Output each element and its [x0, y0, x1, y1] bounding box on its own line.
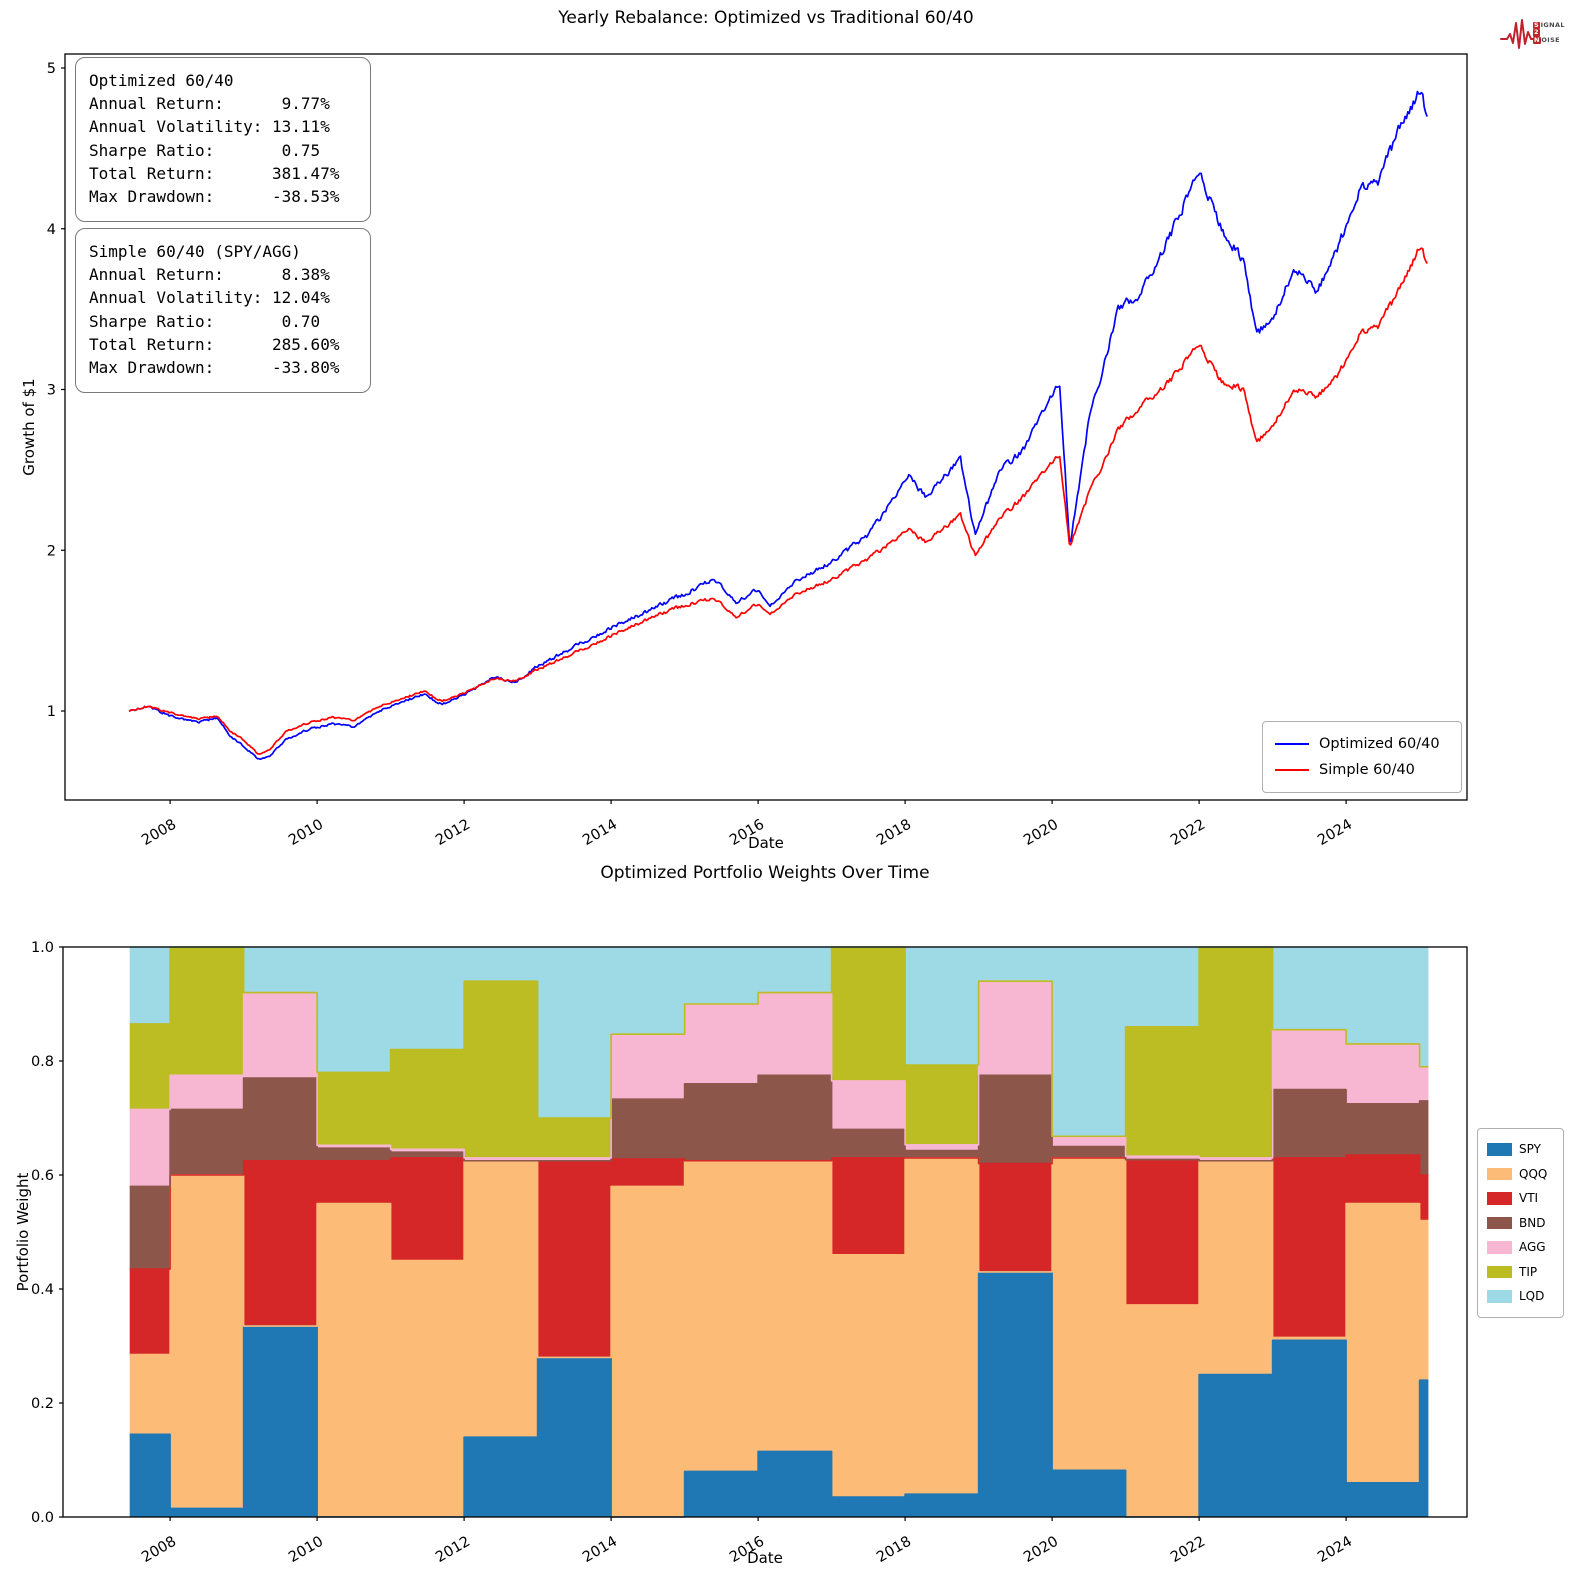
legend-item: TIP	[1487, 1260, 1554, 1285]
simple-stats-box: Simple 60/40 (SPY/AGG) Annual Return: 8.3…	[75, 228, 371, 393]
logo-letter-2: 2	[1533, 28, 1540, 37]
legend-color-patch	[1487, 1192, 1512, 1205]
top-chart-ylabel: Growth of $1	[20, 378, 38, 476]
legend-label: QQQ	[1519, 1166, 1548, 1181]
stats-line: Max Drawdown: -33.80%	[89, 358, 340, 378]
stats-line: Annual Volatility: 13.11%	[89, 117, 330, 137]
svg-text:0.6: 0.6	[31, 1168, 54, 1184]
stats-line: Simple 60/40 (SPY/AGG)	[89, 242, 301, 261]
stats-line: Total Return: 285.60%	[89, 334, 340, 354]
legend-item: SPY	[1487, 1137, 1554, 1162]
stats-line: Total Return: 381.47%	[89, 163, 340, 183]
svg-text:0.2: 0.2	[31, 1396, 54, 1412]
optimized-stats-box: Optimized 60/40 Annual Return: 9.77% Annua…	[75, 57, 371, 222]
svg-text:0.4: 0.4	[31, 1282, 54, 1298]
legend-color-patch	[1487, 1216, 1512, 1229]
legend-label: Simple 60/40	[1319, 762, 1415, 778]
legend-line-sample	[1275, 743, 1309, 745]
legend-item: AGG	[1487, 1235, 1554, 1260]
legend-label: Optimized 60/40	[1319, 736, 1440, 752]
top-chart-legend: Optimized 60/40 Simple 60/40	[1262, 721, 1462, 793]
stats-line: Optimized 60/40	[89, 71, 234, 90]
legend-item: BND	[1487, 1211, 1554, 1236]
svg-text:0.0: 0.0	[31, 1510, 54, 1526]
svg-text:1: 1	[47, 704, 56, 720]
legend-label: VTI	[1519, 1191, 1539, 1206]
logo-text: S IGNAL 2 N OISE	[1533, 20, 1565, 44]
logo-letter-n: N	[1533, 35, 1541, 44]
stats-line: Sharpe Ratio: 0.70	[89, 311, 321, 331]
legend-label: BND	[1519, 1215, 1546, 1230]
top-chart-xlabel: Date	[748, 834, 784, 852]
legend-color-patch	[1487, 1143, 1512, 1156]
stats-line: Max Drawdown: -38.53%	[89, 187, 340, 207]
legend-color-patch	[1487, 1290, 1512, 1303]
legend-item: Simple 60/40	[1275, 757, 1449, 783]
legend-item: QQQ	[1487, 1162, 1554, 1187]
legend-color-patch	[1487, 1241, 1512, 1254]
top-chart-title: Yearly Rebalance: Optimized vs Tradition…	[558, 8, 974, 28]
legend-color-patch	[1487, 1265, 1512, 1278]
legend-item: Optimized 60/40	[1275, 731, 1449, 757]
stats-line: Sharpe Ratio: 0.75	[89, 140, 321, 160]
legend-line-sample	[1275, 769, 1309, 771]
svg-text:0.8: 0.8	[31, 1054, 54, 1070]
stats-line: Annual Return: 8.38%	[89, 265, 330, 285]
bottom-chart-title: Optimized Portfolio Weights Over Time	[600, 863, 930, 883]
legend-label: TIP	[1519, 1264, 1538, 1279]
legend-item: VTI	[1487, 1186, 1554, 1211]
bottom-chart-xlabel: Date	[747, 1549, 783, 1567]
stats-line: Annual Volatility: 12.04%	[89, 288, 330, 308]
legend-label: SPY	[1519, 1142, 1541, 1157]
legend-color-patch	[1487, 1167, 1512, 1180]
svg-text:5: 5	[47, 61, 56, 77]
stats-line: Annual Return: 9.77%	[89, 94, 330, 114]
svg-text:4: 4	[47, 222, 56, 238]
logo-letter-s: S	[1533, 20, 1541, 29]
legend-item: LQD	[1487, 1284, 1554, 1309]
signal2noise-logo: S IGNAL 2 N OISE	[1500, 5, 1570, 53]
legend-label: LQD	[1519, 1289, 1545, 1304]
legend-label: AGG	[1519, 1240, 1546, 1255]
svg-text:3: 3	[47, 383, 56, 399]
bottom-chart-legend: SPY QQQ VTI BND AGG TIP LQD	[1477, 1128, 1564, 1318]
waveform-icon	[1500, 19, 1536, 49]
bottom-chart-ylabel: Portfolio Weight	[14, 1172, 32, 1292]
svg-text:1.0: 1.0	[31, 940, 54, 956]
svg-text:2: 2	[47, 543, 56, 559]
